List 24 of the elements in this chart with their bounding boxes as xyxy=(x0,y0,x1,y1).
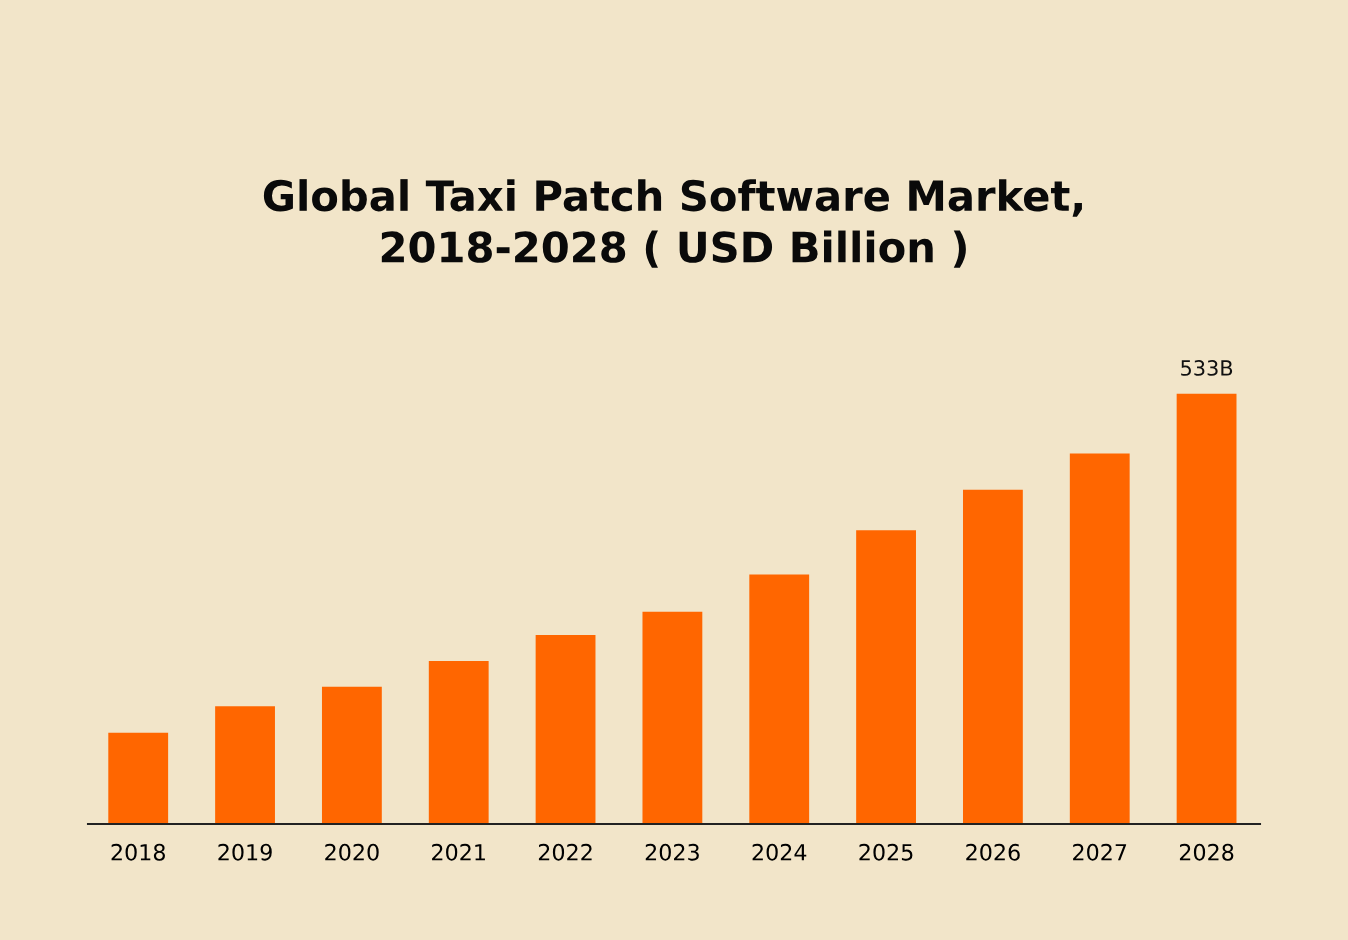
x-tick-label: 2027 xyxy=(1073,843,1127,861)
data-label: 533B xyxy=(1181,360,1233,376)
bar xyxy=(321,686,382,824)
x-tick-label: 2025 xyxy=(859,843,913,861)
bar xyxy=(108,732,169,824)
x-tick-label: 2021 xyxy=(432,843,485,861)
x-tick-label: 2024 xyxy=(752,843,807,861)
chart-title: Global Taxi Patch Software Market, 2018-2028 ( USD Billion ) xyxy=(263,179,1082,268)
bar xyxy=(962,489,1023,824)
bar xyxy=(428,660,489,824)
x-tick-label: 2019 xyxy=(218,843,272,861)
bar xyxy=(1176,393,1237,824)
bar xyxy=(749,574,810,824)
bar xyxy=(215,706,275,824)
bar xyxy=(856,530,916,824)
x-tick-label: 2028 xyxy=(1179,843,1234,861)
x-tick-label: 2023 xyxy=(645,843,699,861)
bar xyxy=(535,635,596,824)
bar xyxy=(1069,453,1130,824)
x-tick-label: 2026 xyxy=(966,843,1020,861)
x-tick-label: 2020 xyxy=(325,843,379,861)
bar xyxy=(642,611,703,824)
x-tick-label: 2018 xyxy=(111,843,165,861)
x-tick-label: 2022 xyxy=(538,843,592,861)
